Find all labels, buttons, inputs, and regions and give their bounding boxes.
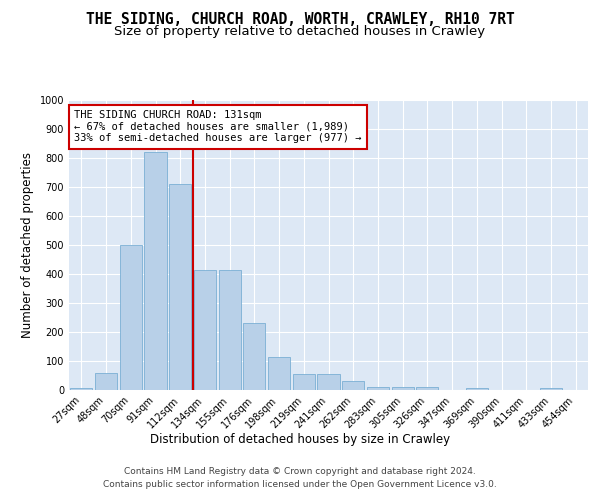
Bar <box>540 388 562 390</box>
Y-axis label: Number of detached properties: Number of detached properties <box>21 152 34 338</box>
Bar <box>218 270 241 390</box>
Bar <box>466 388 488 390</box>
Bar <box>145 152 167 390</box>
Text: THE SIDING CHURCH ROAD: 131sqm
← 67% of detached houses are smaller (1,989)
33% : THE SIDING CHURCH ROAD: 131sqm ← 67% of … <box>74 110 362 144</box>
Bar <box>293 374 315 390</box>
Bar <box>119 245 142 390</box>
Bar <box>392 386 414 390</box>
Bar <box>243 324 265 390</box>
Text: THE SIDING, CHURCH ROAD, WORTH, CRAWLEY, RH10 7RT: THE SIDING, CHURCH ROAD, WORTH, CRAWLEY,… <box>86 12 514 28</box>
Bar <box>268 356 290 390</box>
Bar <box>169 184 191 390</box>
Bar <box>70 388 92 390</box>
Bar <box>194 270 216 390</box>
Text: Contains HM Land Registry data © Crown copyright and database right 2024.: Contains HM Land Registry data © Crown c… <box>124 468 476 476</box>
Bar <box>342 382 364 390</box>
Bar <box>317 374 340 390</box>
Bar <box>367 386 389 390</box>
Text: Size of property relative to detached houses in Crawley: Size of property relative to detached ho… <box>115 25 485 38</box>
Bar <box>416 386 439 390</box>
Text: Contains public sector information licensed under the Open Government Licence v3: Contains public sector information licen… <box>103 480 497 489</box>
Bar <box>95 372 117 390</box>
Text: Distribution of detached houses by size in Crawley: Distribution of detached houses by size … <box>150 432 450 446</box>
